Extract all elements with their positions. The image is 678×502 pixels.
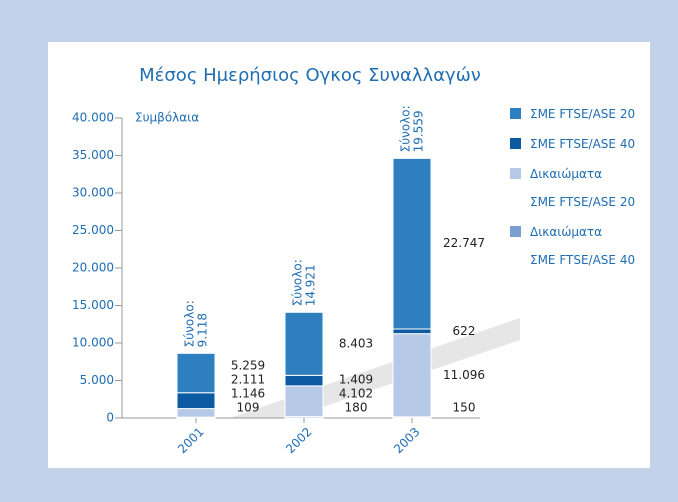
legend-item: ΣΜΕ FTSE/ASE 20 (510, 100, 660, 128)
y-tick-label: 15.000 (72, 298, 114, 312)
value-label: 150 (453, 401, 476, 415)
legend-swatch (510, 168, 521, 179)
legend-swatch (510, 138, 521, 149)
y-tick-label: 20.000 (72, 261, 114, 275)
value-label: 1.409 (339, 373, 373, 387)
y-tick-label: 5.000 (80, 373, 114, 387)
value-label: 8.403 (339, 336, 373, 350)
y-tick-label: 10.000 (72, 336, 114, 350)
legend-label: Δικαιώματα ΣΜΕ FTSE/ASE 20 (530, 167, 636, 209)
total-label: Σύνολο: (183, 300, 197, 347)
value-label: 4.102 (339, 387, 373, 401)
y-tick-label: 0 (106, 411, 114, 425)
bar-segment (176, 408, 216, 418)
chart-title: Μέσος Ημερήσιος Ογκος Συναλλαγών (139, 65, 481, 86)
bar-segment (176, 392, 216, 410)
total-label: Σύνολο: (399, 105, 413, 152)
legend-swatch (510, 108, 521, 119)
bar-segment (284, 385, 324, 418)
bar-segment (284, 374, 324, 387)
y-axis-label: Συμβόλαια (135, 111, 199, 125)
legend-label: Δικαιώματα ΣΜΕ FTSE/ASE 40 (530, 225, 636, 267)
total-label: Σύνολο: (291, 259, 305, 306)
value-label: 11.096 (443, 368, 485, 382)
legend-label: ΣΜΕ FTSE/ASE 40 (530, 137, 636, 151)
value-label: 109 (237, 401, 260, 415)
total-value: 14.921 (304, 264, 318, 306)
legend-item: Δικαιώματα ΣΜΕ FTSE/ASE 20 (510, 160, 660, 216)
value-label: 5.259 (231, 359, 265, 373)
y-tick-label: 35.000 (72, 148, 114, 162)
bar-segment (176, 352, 216, 394)
legend-label: ΣΜΕ FTSE/ASE 20 (530, 107, 636, 121)
total-value: 9.118 (196, 313, 210, 347)
legend-item: Δικαιώματα ΣΜΕ FTSE/ASE 40 (510, 218, 660, 274)
bar-segment (392, 333, 432, 418)
bar-segment (392, 157, 432, 330)
value-label: 1.146 (231, 387, 265, 401)
legend: ΣΜΕ FTSE/ASE 20 ΣΜΕ FTSE/ASE 40 Δικαιώματα… (510, 100, 660, 276)
value-label: 22.747 (443, 236, 485, 250)
value-label: 180 (345, 401, 368, 415)
y-tick-label: 25.000 (72, 223, 114, 237)
y-tick-label: 30.000 (72, 186, 114, 200)
legend-item: ΣΜΕ FTSE/ASE 40 (510, 130, 660, 158)
legend-swatch (510, 226, 521, 237)
value-label: 2.111 (231, 373, 265, 387)
y-tick-label: 40.000 (72, 111, 114, 125)
value-label: 622 (453, 324, 476, 338)
total-value: 19.559 (412, 110, 426, 152)
bar-segment (284, 311, 324, 376)
bar-segment (392, 328, 432, 335)
